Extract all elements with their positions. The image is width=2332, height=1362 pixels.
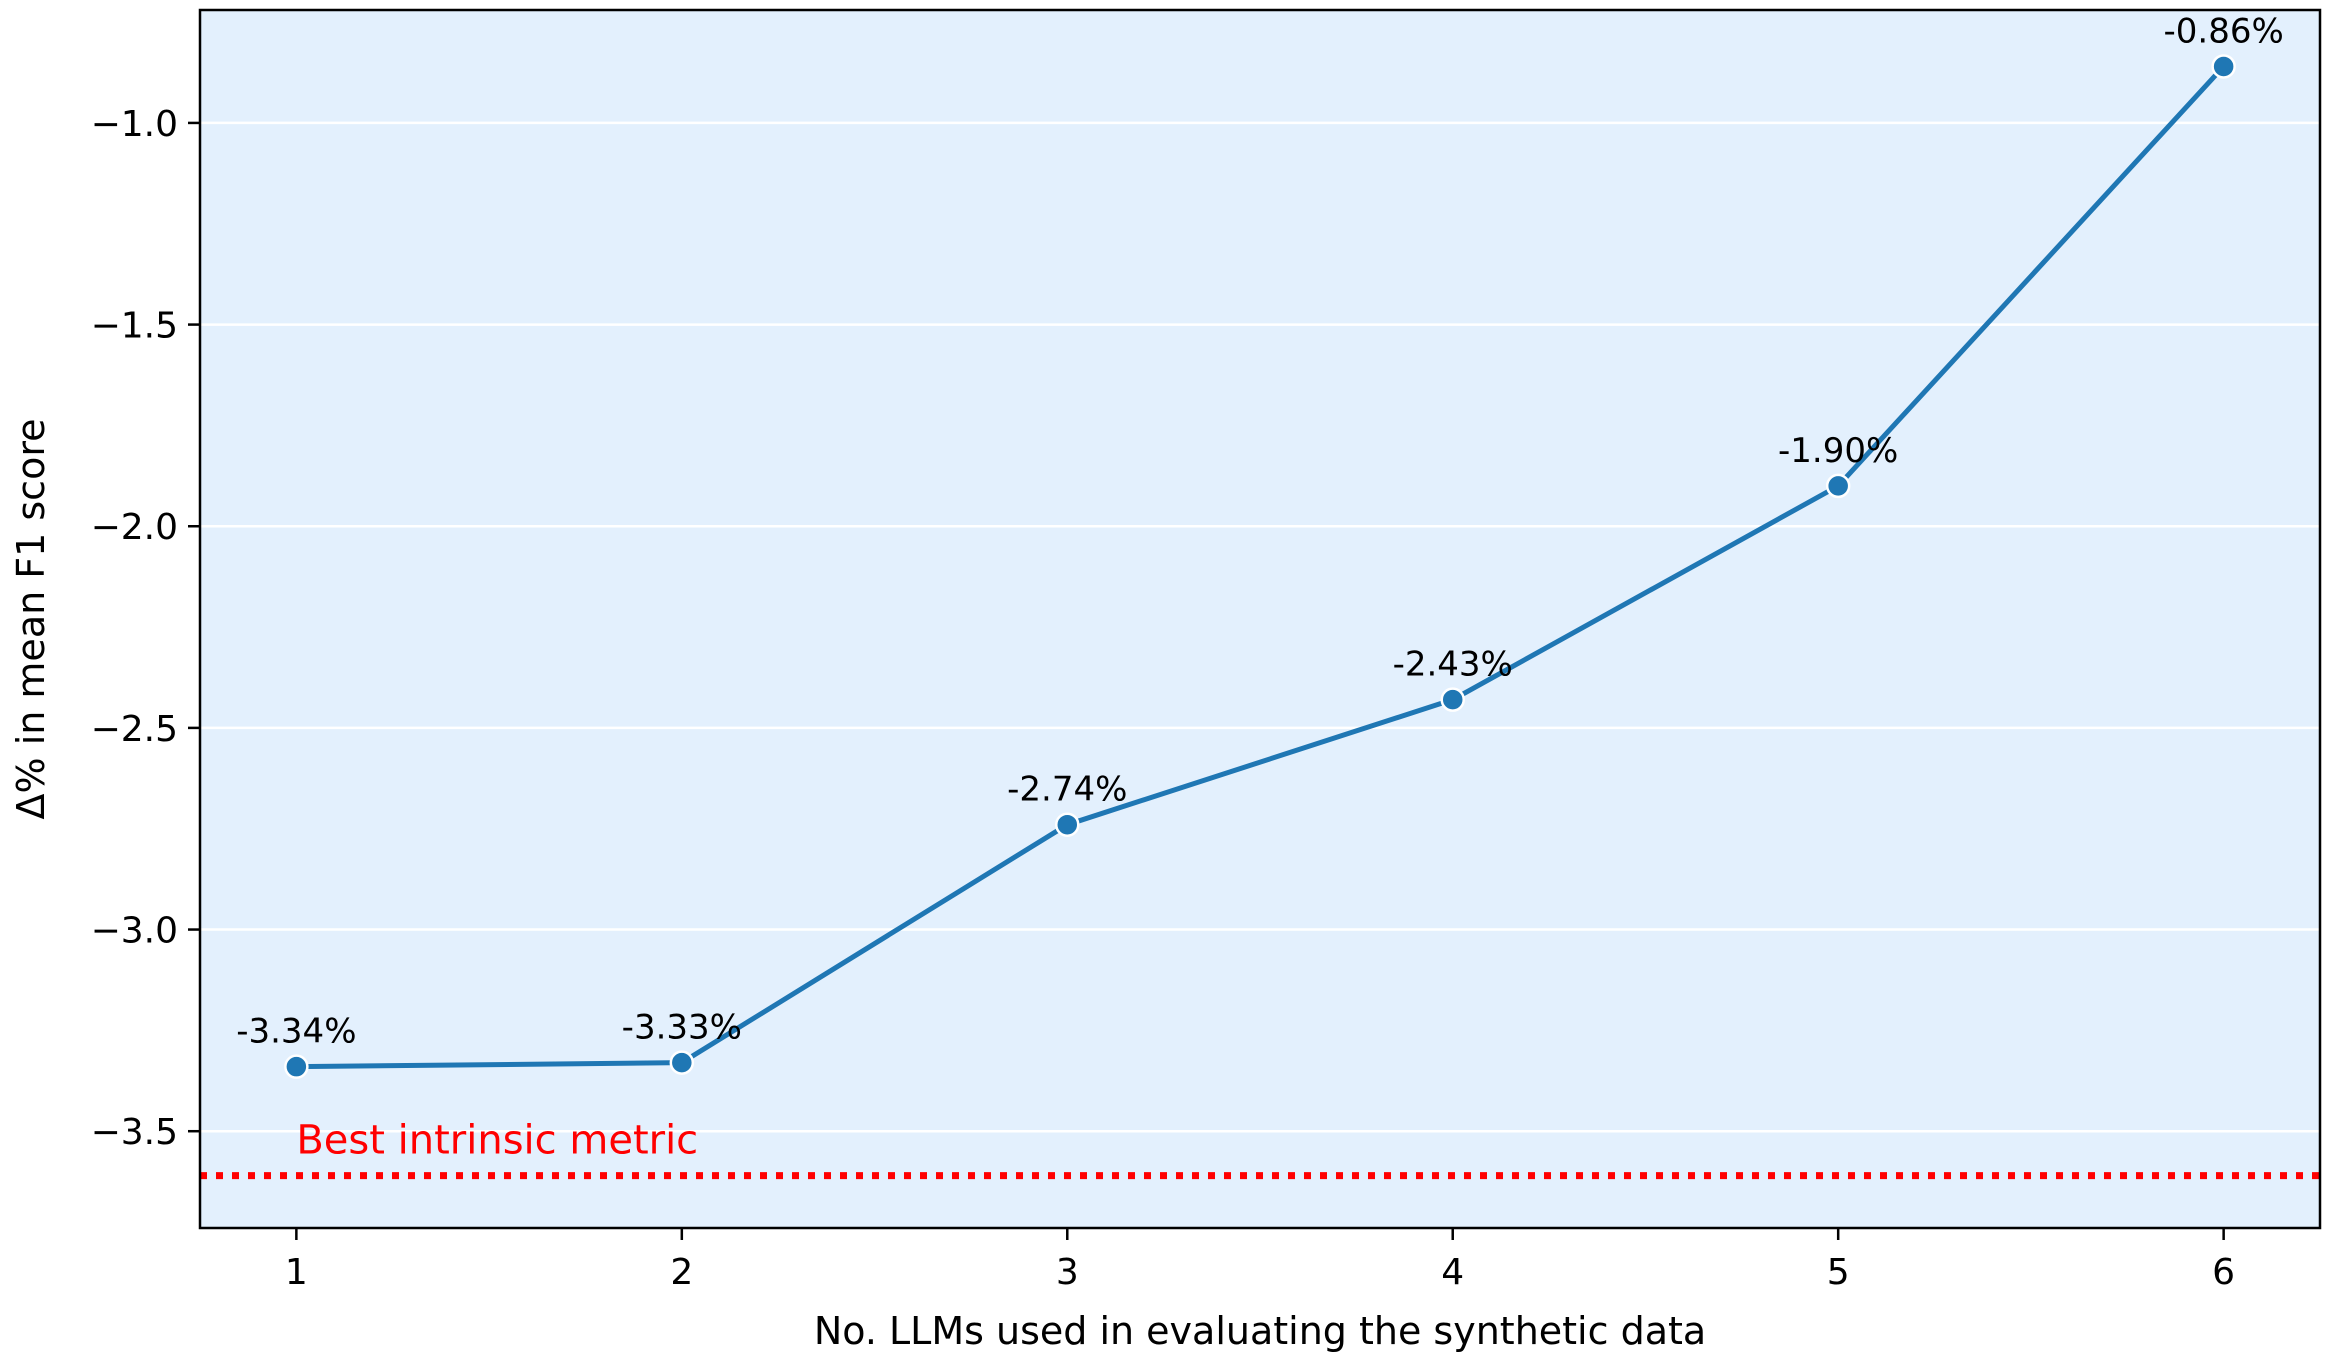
- x-tick-label: 5: [1827, 1252, 1850, 1293]
- data-label: -2.43%: [1393, 645, 1513, 685]
- data-label: -2.74%: [1007, 770, 1127, 810]
- x-tick-label: 3: [1056, 1252, 1079, 1293]
- x-tick-label: 2: [670, 1252, 693, 1293]
- data-labels: -3.34% -3.33% -2.74% -2.43% -1.90% -0.86%: [236, 11, 2284, 1051]
- reference-line-group: Best intrinsic metric: [200, 1118, 2320, 1180]
- y-tick-label: −2.5: [91, 709, 178, 750]
- data-point: [1440, 687, 1465, 712]
- y-axis-ticks: −3.5 −3.0 −2.5 −2.0 −1.5 −1.0: [91, 104, 200, 1153]
- data-point: [669, 1050, 695, 1075]
- x-tick-label: 1: [285, 1252, 308, 1293]
- data-points: [284, 54, 2236, 1079]
- reference-line-label: Best intrinsic metric: [296, 1118, 698, 1164]
- data-label: -3.34%: [236, 1012, 356, 1052]
- x-axis-label: No. LLMs used in evaluating the syntheti…: [814, 1309, 1706, 1353]
- y-tick-label: −2.0: [91, 507, 178, 548]
- y-tick-label: −3.5: [91, 1112, 178, 1153]
- data-label: -1.90%: [1778, 431, 1898, 471]
- plot-background: [200, 10, 2320, 1228]
- y-tick-label: −1.0: [91, 104, 178, 145]
- data-point: [1825, 473, 1851, 499]
- series-line: [296, 64, 2226, 1070]
- y-axis-label: Δ% in mean F1 score: [9, 419, 53, 820]
- data-point: [2211, 54, 2236, 79]
- grid-lines: [200, 121, 2320, 1133]
- data-label: -3.33%: [622, 1008, 742, 1048]
- data-point: [1055, 812, 1080, 837]
- x-tick-label: 6: [2212, 1252, 2235, 1293]
- series-group: [296, 64, 2226, 1070]
- y-tick-label: −3.0: [91, 911, 178, 952]
- x-axis-ticks: 1 2 3 4 5 6: [285, 1228, 2235, 1293]
- plot-frame: [198, 8, 2322, 1230]
- data-label: -0.86%: [2163, 11, 2283, 51]
- x-tick-label: 4: [1441, 1252, 1464, 1293]
- y-tick-label: −1.5: [91, 306, 178, 347]
- data-point: [284, 1054, 309, 1079]
